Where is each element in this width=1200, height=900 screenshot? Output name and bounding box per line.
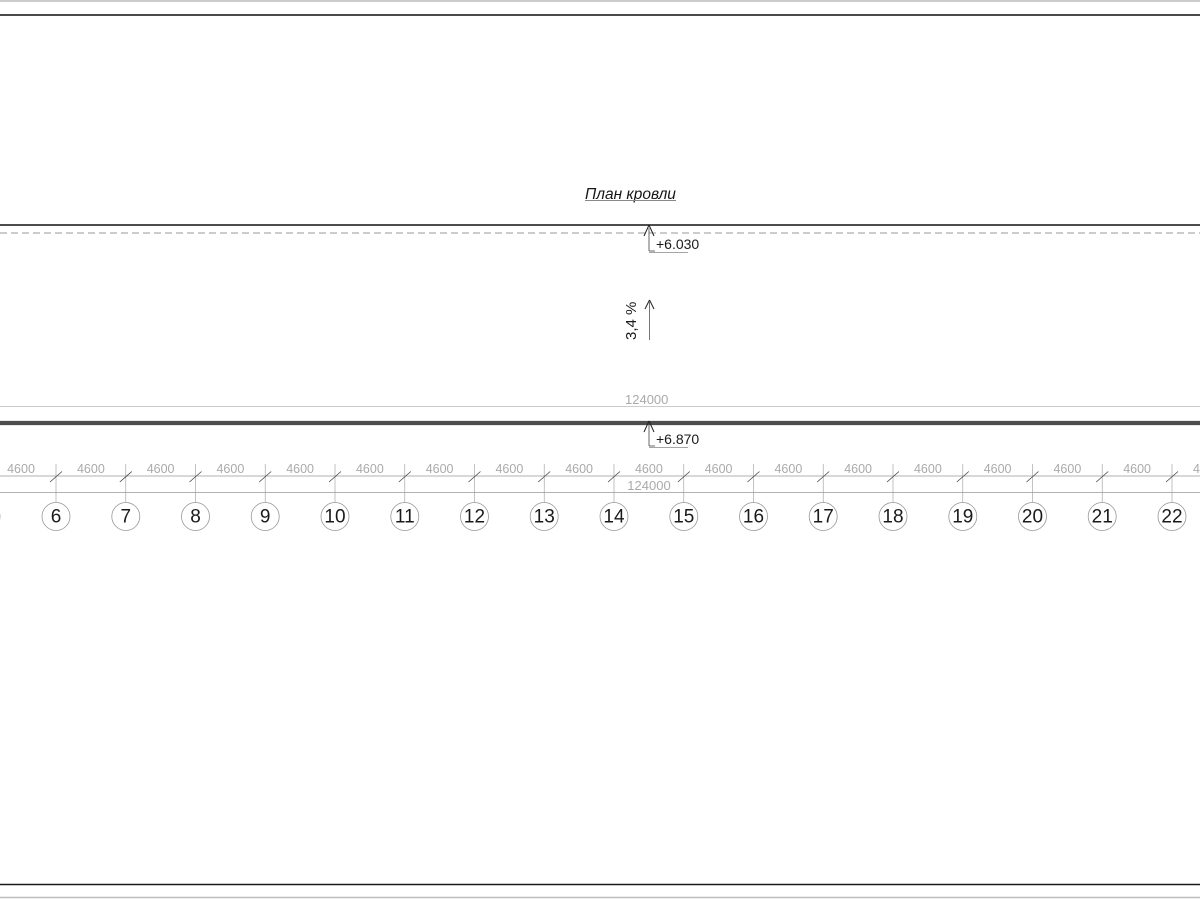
svg-text:4600: 4600 xyxy=(77,462,105,476)
svg-text:124000: 124000 xyxy=(625,392,668,407)
svg-text:4600: 4600 xyxy=(356,462,384,476)
svg-text:10: 10 xyxy=(324,507,345,528)
svg-text:9: 9 xyxy=(260,507,271,528)
svg-text:22: 22 xyxy=(1161,507,1182,528)
svg-text:4600: 4600 xyxy=(914,462,942,476)
svg-text:4600: 4600 xyxy=(1123,462,1151,476)
svg-text:4600: 4600 xyxy=(705,462,733,476)
svg-text:4600: 4600 xyxy=(774,462,802,476)
svg-text:124000: 124000 xyxy=(627,478,670,493)
svg-text:19: 19 xyxy=(952,507,973,528)
svg-text:18: 18 xyxy=(882,507,903,528)
svg-text:4600: 4600 xyxy=(147,462,175,476)
svg-text:20: 20 xyxy=(1022,507,1043,528)
svg-text:4600: 4600 xyxy=(426,462,454,476)
svg-text:17: 17 xyxy=(813,507,834,528)
svg-text:4600: 4600 xyxy=(495,462,523,476)
svg-text:4600: 4600 xyxy=(216,462,244,476)
svg-text:15: 15 xyxy=(673,507,694,528)
svg-text:16: 16 xyxy=(743,507,764,528)
svg-text:+6.030: +6.030 xyxy=(656,236,699,252)
svg-text:4600: 4600 xyxy=(1193,462,1200,476)
svg-text:4600: 4600 xyxy=(635,462,663,476)
svg-text:8: 8 xyxy=(190,507,201,528)
svg-text:7: 7 xyxy=(121,507,132,528)
svg-text:11: 11 xyxy=(395,507,415,528)
svg-text:4600: 4600 xyxy=(984,462,1012,476)
svg-text:13: 13 xyxy=(534,507,555,528)
svg-text:6: 6 xyxy=(51,507,62,528)
svg-text:12: 12 xyxy=(464,507,485,528)
svg-text:4600: 4600 xyxy=(286,462,314,476)
svg-text:4600: 4600 xyxy=(1053,462,1081,476)
svg-text:14: 14 xyxy=(603,507,625,528)
svg-text:4600: 4600 xyxy=(7,462,35,476)
svg-text:+6.870: +6.870 xyxy=(656,431,699,447)
svg-text:4600: 4600 xyxy=(844,462,872,476)
svg-text:3,4 %: 3,4 % xyxy=(623,302,640,340)
svg-text:4600: 4600 xyxy=(565,462,593,476)
svg-text:21: 21 xyxy=(1092,507,1113,528)
